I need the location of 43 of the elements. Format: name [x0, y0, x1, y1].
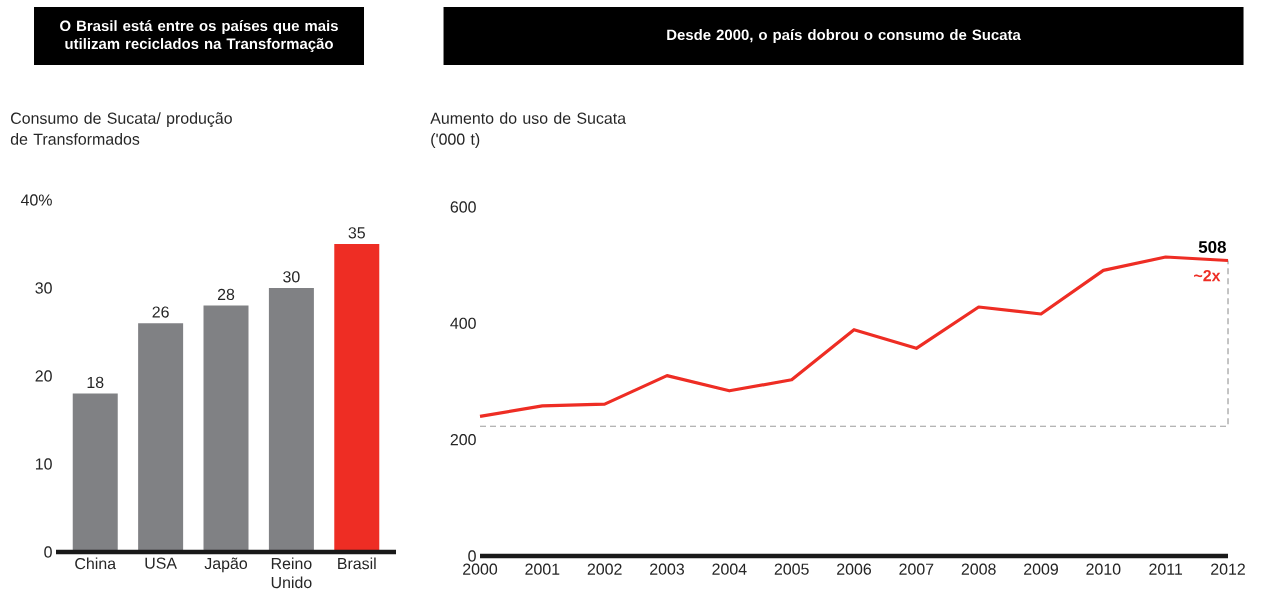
y-tick-label: 40%	[20, 194, 52, 206]
x-tick-label: 2004	[712, 563, 747, 575]
y-tick-label: 10	[35, 458, 52, 470]
y-tick-label: 0	[468, 550, 476, 562]
y-tick-label: 400	[450, 317, 476, 329]
x-tick-label: 2003	[650, 563, 685, 575]
y-tick-label: 20	[35, 370, 52, 382]
bar	[334, 243, 380, 552]
bar	[72, 393, 118, 552]
y-tick-label: 0	[44, 546, 52, 558]
y-tick-label: 600	[450, 201, 476, 213]
data-label: 30	[283, 271, 300, 283]
x-tick-label: 2010	[1086, 563, 1121, 575]
x-tick-label: USA	[145, 557, 177, 569]
x-tick-label: 2009	[1024, 563, 1058, 575]
data-label: 18	[87, 376, 104, 389]
x-tick-label: Brasil	[338, 557, 376, 570]
x-tick-label: 2001	[525, 563, 560, 575]
x-tick-label: 2006	[837, 563, 872, 575]
bar	[138, 323, 184, 552]
x-tick-label: 2007	[899, 563, 934, 575]
x-tick-label: 2012	[1211, 563, 1245, 575]
bar	[268, 287, 314, 552]
bar	[203, 305, 249, 552]
x-tick-label: China	[75, 557, 117, 570]
chart-title: O Brasil está entre os países que mais utilizam reciclados na Transformação	[60, 20, 338, 52]
y-axis-title: Consumo de Sucata/ produção de Transformados	[10, 112, 232, 145]
y-tick-label: 30	[35, 282, 52, 294]
data-label: 508	[1198, 240, 1226, 253]
chart-title: Desde 2000, o país dobrou o consumo de Sucata	[667, 28, 1021, 44]
x-tick-label: 2002	[587, 563, 622, 575]
data-label: 35	[348, 227, 365, 239]
y-tick-label: 200	[450, 434, 476, 446]
data-label: 28	[217, 288, 235, 301]
x-tick-label: Reino Unido	[271, 557, 312, 589]
annotation: ~2x	[1194, 270, 1221, 282]
x-tick-label: 2000	[463, 563, 498, 575]
y-axis-title: Aumento do uso de Sucata ('000 t)	[430, 112, 627, 148]
x-tick-label: Japão	[204, 557, 248, 573]
data-label: 26	[152, 306, 169, 318]
x-tick-label: 2008	[961, 563, 996, 575]
x-tick-label: 2011	[1149, 563, 1183, 575]
x-tick-label: 2005	[774, 563, 809, 575]
